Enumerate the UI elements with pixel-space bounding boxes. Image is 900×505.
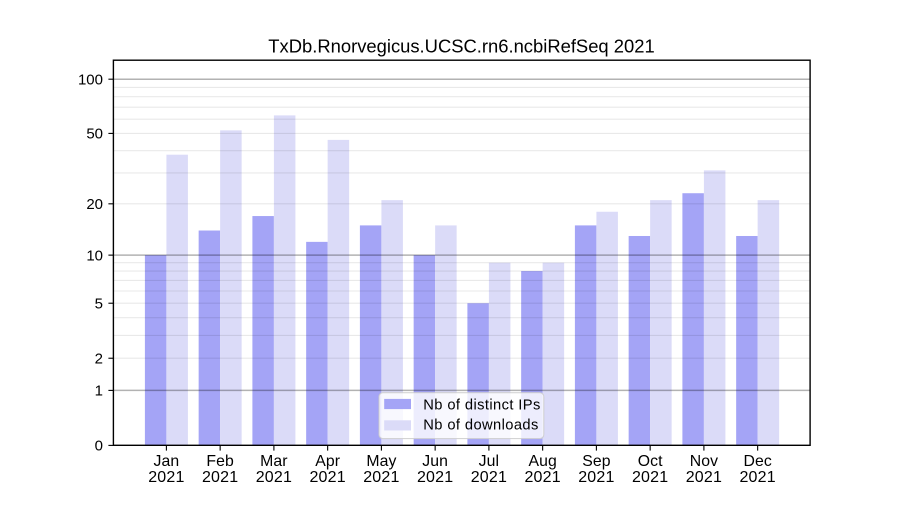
- svg-text:2021: 2021: [363, 469, 399, 486]
- svg-text:2021: 2021: [632, 469, 668, 486]
- svg-text:2021: 2021: [739, 469, 775, 486]
- svg-text:2021: 2021: [256, 469, 292, 486]
- svg-text:20: 20: [86, 196, 103, 213]
- svg-text:Feb: Feb: [206, 453, 234, 470]
- svg-text:Oct: Oct: [638, 453, 663, 470]
- svg-text:5: 5: [95, 295, 103, 312]
- svg-text:Nb of distinct IPs: Nb of distinct IPs: [423, 397, 540, 413]
- svg-text:Aug: Aug: [528, 453, 556, 470]
- svg-text:Jan: Jan: [154, 453, 180, 470]
- svg-text:Dec: Dec: [743, 453, 771, 470]
- svg-text:Jun: Jun: [422, 453, 448, 470]
- svg-text:100: 100: [78, 71, 103, 88]
- svg-text:2021: 2021: [148, 469, 184, 486]
- svg-text:2021: 2021: [524, 469, 560, 486]
- svg-text:10: 10: [86, 247, 103, 264]
- svg-text:50: 50: [86, 126, 103, 143]
- svg-text:2021: 2021: [471, 469, 507, 486]
- svg-text:Sep: Sep: [582, 453, 611, 470]
- svg-text:1: 1: [95, 383, 103, 400]
- svg-text:Apr: Apr: [315, 453, 340, 470]
- svg-text:2021: 2021: [309, 469, 345, 486]
- svg-text:Jul: Jul: [479, 453, 500, 470]
- svg-text:2021: 2021: [578, 469, 614, 486]
- svg-text:2021: 2021: [202, 469, 238, 486]
- svg-text:2021: 2021: [417, 469, 453, 486]
- svg-text:Nov: Nov: [690, 453, 718, 470]
- svg-text:Mar: Mar: [260, 453, 288, 470]
- svg-text:May: May: [366, 453, 396, 470]
- svg-text:Nb of downloads: Nb of downloads: [423, 417, 538, 433]
- svg-text:0: 0: [95, 438, 103, 455]
- svg-text:TxDb.Rnorvegicus.UCSC.rn6.ncbi: TxDb.Rnorvegicus.UCSC.rn6.ncbiRefSeq 202…: [268, 36, 654, 57]
- svg-text:2021: 2021: [686, 469, 722, 486]
- svg-text:2: 2: [95, 350, 103, 367]
